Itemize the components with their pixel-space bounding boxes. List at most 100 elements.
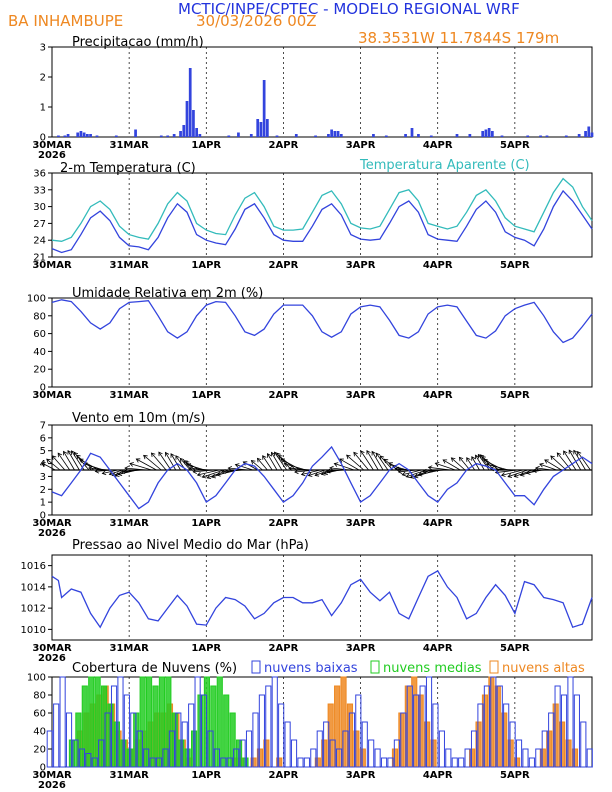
wind-arrow-head: [388, 462, 393, 467]
wind-arrow: [67, 450, 80, 471]
wind-arrow-head: [294, 469, 299, 475]
precip-bar: [256, 119, 260, 137]
cloud-bar-0: [425, 676, 433, 768]
wind-y-tick-label: 3: [40, 472, 46, 483]
precip-bar: [262, 80, 266, 137]
precip-x-tick-label: 4APR: [423, 140, 453, 151]
temp-y-tick-label: 36: [33, 169, 46, 180]
cloud-bar-0: [432, 703, 439, 768]
cloud-bar-0: [175, 712, 182, 768]
precip-bar: [526, 135, 530, 137]
precip-bar: [417, 134, 420, 137]
cloud-bar-0: [393, 739, 400, 768]
precip-bar: [275, 135, 279, 137]
wind-arrow-head: [76, 454, 81, 460]
cloud-bar-0: [567, 676, 574, 768]
wind-arrow-head: [550, 455, 555, 460]
wind-arrow: [143, 455, 162, 471]
pressure-x-tick-label: 1APR: [191, 643, 221, 654]
cloud-bar-0: [85, 753, 92, 768]
precip-bar: [404, 134, 407, 137]
cloud-bar-0: [470, 730, 478, 768]
cloud-bar-0: [284, 721, 291, 768]
wind-arrow-head: [280, 458, 285, 463]
precip-bar: [182, 125, 186, 137]
precip-x-tick-label: 31MAR: [109, 140, 149, 151]
cloud-bar-0: [490, 676, 497, 768]
wind-arrow-head: [394, 466, 400, 472]
cloud-bar-0: [213, 748, 220, 768]
wind-arrow-head: [175, 455, 180, 460]
precip-bar: [333, 131, 337, 137]
wind-arrow-head: [266, 453, 272, 458]
wind-arrow: [475, 455, 485, 471]
cloud-bar-0: [400, 712, 407, 768]
wind-arrow: [466, 457, 476, 471]
clouds-x-tick-label: 2APR: [269, 770, 299, 781]
wind-arrow: [88, 467, 109, 471]
pressure-x-tick-label: 31MAR: [109, 643, 149, 654]
wind-arrow-head: [307, 472, 313, 477]
pressure-x-tick-label: 5APR: [500, 643, 530, 654]
cloud-bar-0: [252, 712, 259, 768]
wind-arrow-head: [485, 462, 491, 468]
wind-arrow: [197, 469, 220, 476]
cloud-bar-0: [136, 730, 143, 768]
cloud-bar-0: [207, 730, 214, 768]
wind-arrow-head: [314, 472, 320, 477]
cloud-bar-0: [419, 685, 426, 768]
wind-arrow-head: [164, 451, 170, 457]
cloud-bar-0: [342, 730, 349, 768]
cloud-bar-0: [72, 739, 79, 768]
precip-bar: [192, 110, 195, 137]
wind-arrow-head: [458, 456, 464, 462]
wind-arrow-head: [577, 451, 582, 456]
precip-bar: [166, 135, 170, 137]
wind-arrow: [202, 469, 225, 478]
location-label: BA INHAMBUPE: [8, 12, 123, 30]
wind-arrow: [573, 450, 586, 471]
temp-x-tick-label: 3APR: [346, 260, 376, 271]
wind-arrow-head: [288, 466, 293, 471]
wind-x-tick-label: 3APR: [346, 518, 376, 529]
rh-x-tick-label: 3APR: [346, 390, 376, 401]
cloud-bar-0: [265, 685, 272, 768]
wind-arrow-head: [186, 463, 192, 468]
wind-arrow: [334, 463, 355, 471]
wind-x-tick-label: 31MAR: [109, 518, 149, 529]
precip-bar: [76, 132, 80, 137]
wind-arrow-head: [250, 460, 256, 465]
cloud-bar-0: [258, 694, 265, 768]
wind-arrow-head: [450, 457, 456, 462]
cloud-bar-0: [509, 721, 516, 768]
cloud-bar-0: [573, 694, 580, 768]
temp-x-tick-label: 1APR: [191, 260, 221, 271]
wind-arrow-head: [489, 466, 495, 472]
precip-bar: [564, 135, 568, 137]
wind-arrow: [486, 463, 509, 471]
precip-bar: [188, 68, 192, 137]
clouds-y-tick-label: 20: [33, 745, 46, 756]
temp-series-line-1: [51, 177, 593, 242]
wind-arrow-head: [117, 471, 123, 477]
wind-arrow: [124, 467, 147, 471]
wind-arrow-head: [227, 465, 233, 471]
precip-bar: [63, 135, 67, 137]
cloud-bar-1: [223, 694, 230, 768]
wind-arrow-head: [379, 455, 385, 460]
cloud-bar-0: [104, 712, 111, 768]
wind-arrow: [402, 469, 422, 476]
wind-arrow-head: [405, 473, 411, 479]
pressure-x-tick-label: 3APR: [346, 643, 376, 654]
cloud-bar-0: [316, 730, 323, 768]
wind-arrow-head: [179, 457, 185, 463]
wind-arrow: [379, 455, 394, 471]
wind-y-tick-label: 0: [40, 511, 46, 522]
wind-arrow: [129, 463, 152, 471]
cloud-bar-0: [515, 739, 523, 768]
rh-x-tick-label: 5APR: [500, 390, 530, 401]
cloud-bar-0: [361, 721, 368, 768]
cloud-bar-0: [53, 703, 60, 768]
cloud-bar-0: [380, 757, 388, 768]
precip-bar: [172, 134, 176, 137]
